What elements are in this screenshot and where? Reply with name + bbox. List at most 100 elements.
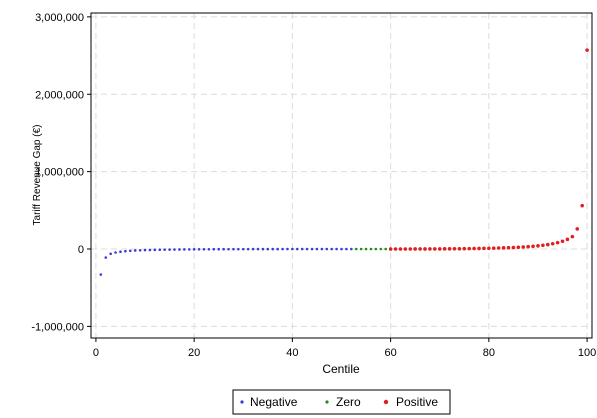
point-negative <box>325 247 329 251</box>
point-negative <box>124 249 127 253</box>
x-tick-label: 0 <box>93 347 99 359</box>
point-positive <box>437 247 442 251</box>
point-negative <box>128 249 132 253</box>
point-negative <box>350 247 353 251</box>
y-tick-label: 0 <box>78 244 84 256</box>
point-positive <box>506 245 511 250</box>
point-positive <box>560 239 565 244</box>
point-negative <box>345 247 348 251</box>
point-positive <box>526 244 530 249</box>
point-negative <box>187 248 191 251</box>
point-zero <box>379 247 383 251</box>
point-positive <box>521 245 526 249</box>
point-positive <box>487 246 491 251</box>
point-negative <box>104 256 108 259</box>
point-positive <box>477 246 481 251</box>
point-negative <box>340 247 343 251</box>
x-axis-title: Centile <box>322 362 360 376</box>
point-negative <box>138 248 142 252</box>
point-positive <box>501 246 506 250</box>
point-positive <box>511 245 516 250</box>
point-negative <box>173 248 176 251</box>
y-tick-label: 3,000,000 <box>35 12 84 24</box>
point-positive <box>388 247 393 251</box>
point-positive <box>575 227 580 231</box>
point-negative <box>143 248 147 252</box>
point-negative <box>237 247 240 251</box>
point-negative <box>158 248 162 252</box>
point-positive <box>570 234 575 239</box>
point-negative <box>300 247 304 251</box>
point-negative <box>212 247 216 251</box>
x-tick-label: 40 <box>286 347 298 359</box>
point-negative <box>266 247 270 251</box>
point-negative <box>251 247 255 251</box>
legend-box <box>232 389 451 415</box>
point-negative <box>222 247 225 251</box>
point-positive <box>580 203 584 208</box>
point-positive <box>531 244 535 249</box>
point-positive <box>565 237 570 242</box>
point-negative <box>291 247 294 251</box>
point-negative <box>295 247 299 251</box>
point-negative <box>217 247 221 251</box>
y-axis-title: Tariff Revenue Gap (€) <box>32 125 43 226</box>
point-negative <box>109 252 112 256</box>
x-tick-label: 20 <box>188 347 200 359</box>
point-negative <box>227 247 230 251</box>
point-positive <box>585 48 589 52</box>
point-positive <box>541 243 545 248</box>
legend-label-zero: Zero <box>336 395 361 409</box>
point-positive <box>433 247 437 251</box>
point-negative <box>261 247 265 251</box>
point-positive <box>536 244 540 248</box>
x-tick-label: 100 <box>578 347 596 359</box>
point-zero <box>359 247 363 251</box>
point-positive <box>457 246 462 251</box>
point-positive <box>482 246 486 251</box>
point-positive <box>393 247 398 251</box>
point-positive <box>550 241 555 246</box>
point-positive <box>403 247 408 251</box>
point-positive <box>555 240 560 245</box>
point-positive <box>423 247 427 251</box>
legend: Negative Zero Positive <box>232 389 451 415</box>
point-negative <box>163 248 166 251</box>
grid-layer <box>91 13 592 338</box>
point-negative <box>207 247 211 251</box>
legend-label-positive: Positive <box>396 395 438 409</box>
point-negative <box>330 247 333 251</box>
point-negative <box>133 249 137 252</box>
point-negative <box>276 247 279 251</box>
point-positive <box>452 246 457 251</box>
y-tick-label: 1,000,000 <box>35 167 84 179</box>
point-negative <box>114 251 117 254</box>
point-zero <box>354 247 358 251</box>
point-negative <box>183 248 186 251</box>
legend-label-negative: Negative <box>250 395 298 409</box>
point-positive <box>545 242 550 247</box>
y-tick-label: -1,000,000 <box>31 321 84 333</box>
point-negative <box>178 248 181 251</box>
point-negative <box>271 247 275 251</box>
legend-marker-zero <box>325 400 329 404</box>
y-axis: -1,000,000 0 1,000,000 2,000,000 3,000,000 <box>31 12 91 333</box>
point-zero <box>364 247 368 251</box>
point-positive <box>496 246 501 250</box>
point-negative <box>241 247 245 251</box>
point-positive <box>442 247 447 251</box>
point-zero <box>369 247 373 251</box>
point-positive <box>408 247 413 251</box>
point-negative <box>197 248 201 251</box>
point-negative <box>99 273 103 276</box>
point-positive <box>418 247 422 251</box>
point-positive <box>413 247 417 251</box>
y-tick-label: 2,000,000 <box>35 89 84 101</box>
point-negative <box>305 247 309 251</box>
point-zero <box>374 247 378 251</box>
point-negative <box>153 248 157 252</box>
point-positive <box>516 245 521 250</box>
point-negative <box>246 247 250 251</box>
point-positive <box>491 246 496 250</box>
